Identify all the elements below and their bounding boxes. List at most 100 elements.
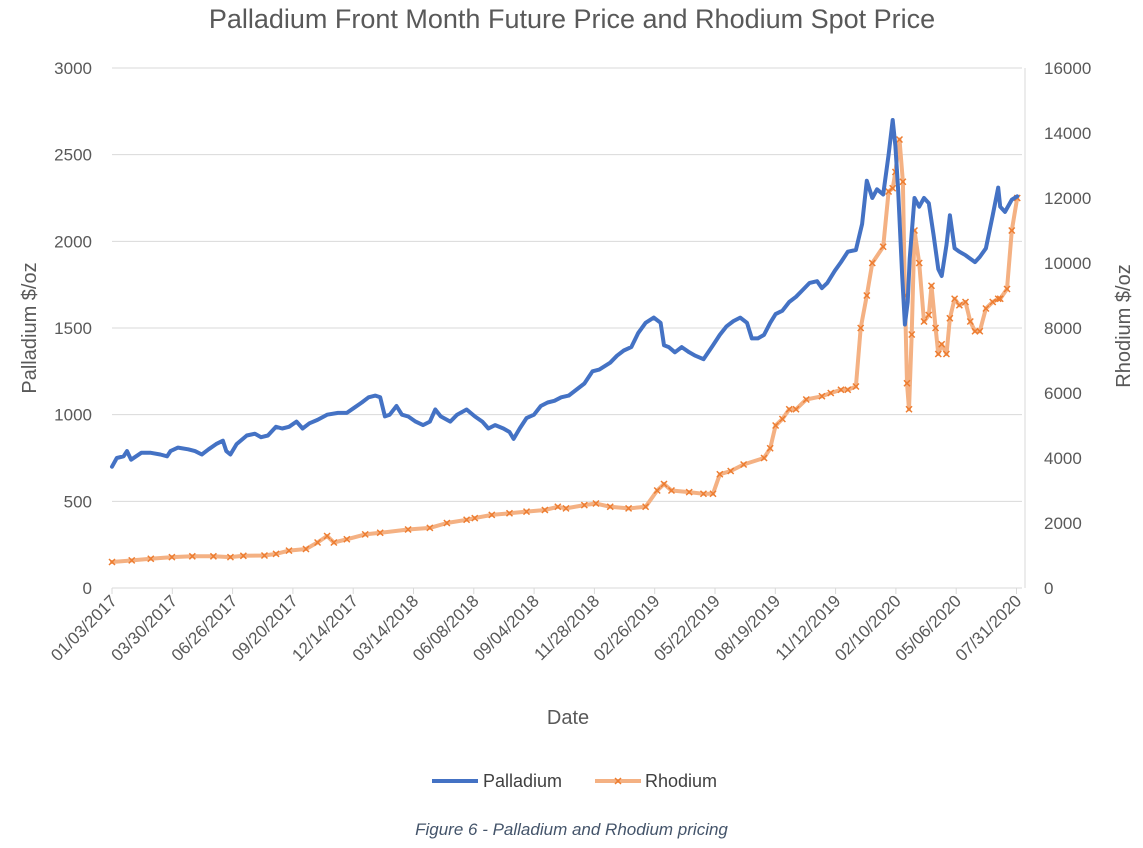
rhodium-point-stroke xyxy=(239,552,247,560)
rhodium-point xyxy=(606,503,614,511)
rhodium-point xyxy=(562,504,570,512)
legend-marker-stroke xyxy=(614,777,622,785)
rhodium-point-stroke xyxy=(837,386,845,394)
rhodium-point xyxy=(827,389,835,397)
rhodium-point-stroke xyxy=(272,550,280,558)
rhodium-point-stroke xyxy=(934,350,942,358)
rhodium-point-stroke xyxy=(942,350,950,358)
rhodium-point xyxy=(996,295,1004,303)
rhodium-point xyxy=(541,506,549,514)
rhodium-point xyxy=(961,298,970,306)
rhodium-point xyxy=(766,444,774,452)
rhodium-point-stroke xyxy=(778,415,786,423)
rhodium-point xyxy=(989,298,997,306)
rhodium-point xyxy=(740,460,748,469)
rhodium-point xyxy=(895,135,904,144)
rhodium-point-stroke xyxy=(685,488,693,496)
rhodium-point xyxy=(837,386,845,394)
rhodium-point-stroke xyxy=(857,324,865,332)
rhodium-point xyxy=(727,467,735,475)
rhodium-point xyxy=(889,184,897,192)
rhodium-point-stroke xyxy=(844,386,852,394)
rhodium-point-stroke xyxy=(642,503,650,511)
rhodium-point-stroke xyxy=(188,552,196,560)
rhodium-point xyxy=(915,259,923,267)
rhodium-point-stroke xyxy=(209,552,217,560)
rhodium-point xyxy=(852,382,860,391)
rhodium-point-stroke xyxy=(925,311,933,319)
rhodium-point-stroke xyxy=(463,516,471,524)
series-line-palladium xyxy=(110,118,1020,469)
rhodium-point xyxy=(982,304,990,313)
rhodium-point xyxy=(994,295,1002,303)
x-axis: 01/03/201703/30/201706/26/201709/20/2017… xyxy=(47,588,1025,665)
legend-marker-rhodium xyxy=(614,777,622,785)
y-tick-label-right: 6000 xyxy=(1044,384,1082,403)
rhodium-point-stroke xyxy=(946,314,954,322)
rhodium-point xyxy=(426,524,434,532)
rhodium-point xyxy=(592,499,600,508)
rhodium-point-stroke xyxy=(772,421,780,430)
rhodium-point-stroke xyxy=(554,503,562,511)
rhodium-point xyxy=(471,514,479,522)
rhodium-point xyxy=(857,324,865,332)
legend-label-rhodium: Rhodium xyxy=(645,771,717,791)
rhodium-point xyxy=(938,340,946,348)
rhodium-point-stroke xyxy=(903,379,911,387)
rhodium-point xyxy=(314,538,322,547)
rhodium-point-stroke xyxy=(343,535,351,543)
rhodium-point xyxy=(951,295,959,303)
rhodium-point-stroke xyxy=(285,547,293,555)
y-tick-label-right: 0 xyxy=(1044,579,1053,598)
legend-label-palladium: Palladium xyxy=(483,771,562,791)
y-axis-right: 0 2000 4000 6000 8000 10000 12000 14000 16000 xyxy=(1024,59,1091,598)
rhodium-point xyxy=(209,552,217,560)
gridlines xyxy=(112,67,1022,589)
x-tick-label: 09/04/2018 xyxy=(469,591,543,665)
rhodium-point-stroke xyxy=(522,508,531,516)
y-tick-label-left: 0 xyxy=(83,579,92,598)
rhodium-point xyxy=(522,508,531,516)
rhodium-point-stroke xyxy=(323,532,331,540)
rhodium-point-stroke xyxy=(899,178,907,186)
rhodium-point xyxy=(925,311,933,319)
rhodium-point-stroke xyxy=(1008,226,1016,235)
rhodium-point xyxy=(818,392,826,400)
y-tick-label-left: 3000 xyxy=(54,59,92,78)
rhodium-point-stroke xyxy=(905,405,913,413)
rhodium-point xyxy=(260,551,268,560)
rhodium-point xyxy=(709,490,717,498)
rhodium-point-stroke xyxy=(226,553,234,561)
rhodium-point-stroke xyxy=(709,490,717,498)
rhodium-point-stroke xyxy=(792,405,800,413)
rhodium-point xyxy=(1003,285,1011,293)
rhodium-point-stroke xyxy=(147,555,155,563)
y-tick-label-right: 14000 xyxy=(1044,124,1091,143)
rhodium-point-stroke xyxy=(932,324,940,332)
rhodium-point-stroke xyxy=(818,392,826,400)
y-tick-label-right: 4000 xyxy=(1044,449,1082,468)
rhodium-point-stroke xyxy=(989,298,997,306)
rhodium-point xyxy=(443,519,451,527)
rhodium-point xyxy=(942,350,950,358)
rhodium-point xyxy=(699,490,707,498)
rhodium-point-stroke xyxy=(982,304,990,313)
rhodium-point xyxy=(361,530,369,538)
rhodium-point xyxy=(868,259,876,267)
rhodium-point xyxy=(272,550,280,558)
y-axis-left: 0 500 1000 1500 2000 2500 3000 xyxy=(54,59,92,598)
rhodium-point xyxy=(716,470,724,478)
y-tick-label-left: 1000 xyxy=(54,406,92,425)
rhodium-point-stroke xyxy=(314,538,322,547)
rhodium-point-stroke xyxy=(889,184,897,192)
rhodium-point-stroke xyxy=(592,499,600,508)
rhodium-point xyxy=(580,501,588,509)
rhodium-point xyxy=(376,529,384,537)
rhodium-point-stroke xyxy=(863,291,871,300)
rhodium-point-stroke xyxy=(727,467,735,475)
rhodium-point xyxy=(188,552,196,560)
rhodium-point-stroke xyxy=(260,551,268,560)
rhodium-point-stroke xyxy=(667,486,676,495)
rhodium-point-stroke xyxy=(660,480,668,488)
y-tick-label-left: 2500 xyxy=(54,146,92,165)
